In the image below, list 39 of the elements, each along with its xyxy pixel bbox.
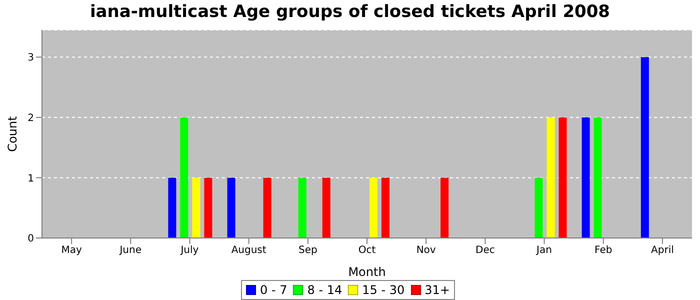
bar xyxy=(640,57,649,238)
bar xyxy=(168,178,176,238)
legend-label: 15 - 30 xyxy=(362,283,405,297)
bar xyxy=(594,117,602,238)
y-tick-label: 2 xyxy=(28,112,34,124)
y-tick-label: 3 xyxy=(28,52,34,64)
legend-label: 8 - 14 xyxy=(307,283,342,297)
bar xyxy=(546,117,555,238)
y-tick-label: 0 xyxy=(28,234,34,245)
x-tick-label: Oct xyxy=(358,245,376,256)
x-tick-label: Sep xyxy=(298,245,318,256)
legend-label: 0 - 7 xyxy=(260,283,288,297)
bar xyxy=(204,178,212,238)
x-tick-label: August xyxy=(231,245,266,256)
bar xyxy=(322,178,330,238)
x-tick-label: Feb xyxy=(594,245,612,256)
bar xyxy=(381,178,390,238)
x-tick-label: April xyxy=(651,245,674,256)
bar xyxy=(180,117,188,238)
bar xyxy=(534,178,543,238)
x-tick-label: May xyxy=(61,245,82,256)
bar xyxy=(227,178,236,238)
bar xyxy=(298,178,306,238)
x-tick-label: Jan xyxy=(536,245,552,256)
y-axis-title: Count xyxy=(5,116,20,152)
bar xyxy=(440,178,449,238)
x-tick-label: Dec xyxy=(476,245,495,256)
bar xyxy=(192,178,200,238)
x-tick-label: Nov xyxy=(416,245,436,256)
x-tick-label: June xyxy=(118,245,142,256)
chart-title: iana-multicast Age groups of closed tickets April 2008 xyxy=(88,1,612,24)
x-tick-label: July xyxy=(180,245,199,256)
bar xyxy=(558,117,567,238)
bar xyxy=(263,178,272,238)
bar xyxy=(369,178,378,238)
bar xyxy=(582,117,590,238)
x-axis-title: Month xyxy=(348,265,386,279)
legend-label: 31+ xyxy=(424,283,450,297)
y-tick-label: 1 xyxy=(28,173,34,184)
